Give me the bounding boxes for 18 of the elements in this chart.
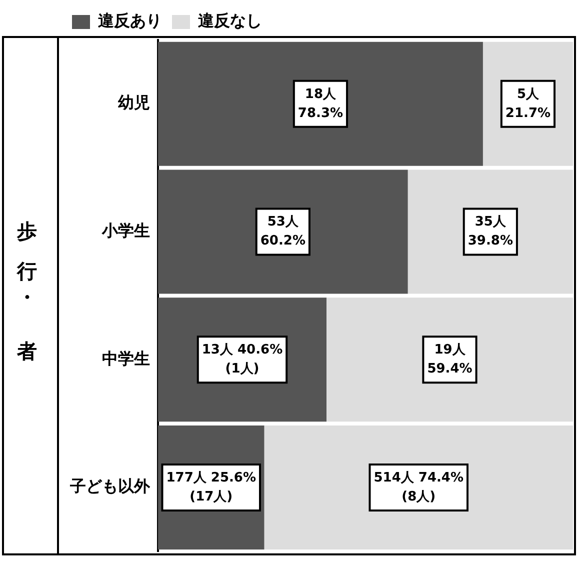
data-label: 18人 78.3%: [298, 86, 344, 121]
y-tick-label: 子ども以外: [69, 476, 151, 496]
data-label: 177人 25.6% (17人): [166, 470, 256, 504]
data-label: 514人 74.4% (8人): [374, 470, 464, 504]
bar: [326, 298, 573, 422]
data-label: 19人 59.4%: [427, 342, 472, 376]
data-label: 5人 21.7%: [505, 86, 551, 121]
data-label: 13人 40.6% (1人): [202, 342, 283, 376]
data-label: 53人 60.2%: [260, 214, 306, 249]
data-label: 35人 39.8%: [468, 214, 513, 249]
bar: [158, 170, 408, 294]
y-tick-label: 幼児: [118, 93, 150, 112]
bar: [158, 42, 483, 166]
legend-label: 違反なし: [197, 11, 262, 30]
y-tick-label: 中学生: [102, 348, 150, 368]
y-tick-label: 小学生: [101, 220, 150, 240]
y-axis-title: 歩行・者: [14, 204, 40, 364]
legend-label: 違反あり: [97, 11, 162, 30]
